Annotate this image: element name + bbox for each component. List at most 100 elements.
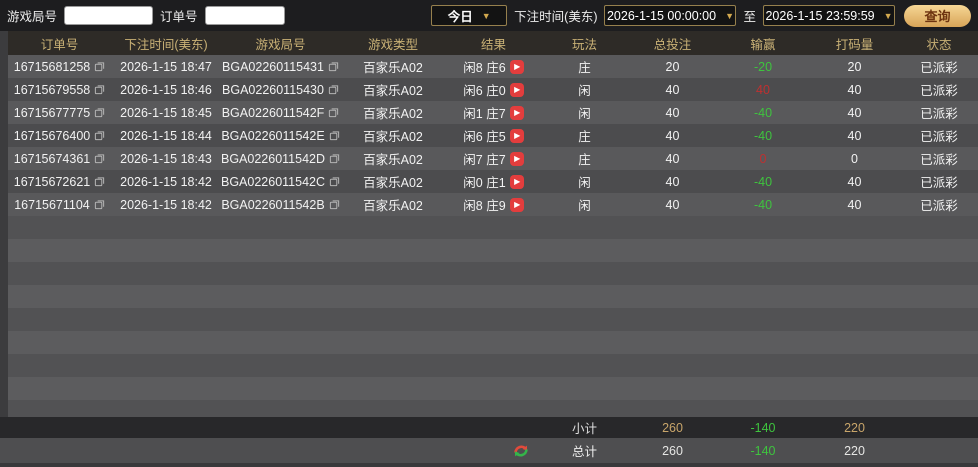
bet-time-cell: 2026-1-15 18:44 (120, 128, 212, 143)
result-cell: 闲7 庄7 ▶ (446, 149, 541, 168)
search-button[interactable]: 查询 (904, 4, 971, 27)
result-cell: 闲8 庄9 ▶ (446, 195, 541, 214)
bet-time-label: 下注时间(美东) (514, 10, 598, 24)
order-id-cell: 16715671104 (8, 198, 111, 212)
order-label: 订单号 (160, 10, 198, 24)
replay-icon[interactable]: ▶ (509, 174, 524, 189)
game-type-cell: 百家乐A02 (363, 107, 423, 121)
play-cell: 庄 (578, 130, 591, 144)
copy-icon[interactable] (329, 199, 340, 210)
table-row: 16715676400 2026-1-15 18:44 BGA0226011542E… (0, 124, 978, 147)
game-type-cell: 百家乐A02 (363, 199, 423, 213)
round-id-cell: BGA02260115431 (221, 60, 340, 74)
round-id-cell: BGA0226011542F (221, 106, 340, 120)
copy-icon[interactable] (329, 153, 340, 164)
game-type-cell: 百家乐A02 (363, 61, 423, 75)
game-round-input[interactable] (64, 6, 154, 25)
copy-icon[interactable] (94, 199, 105, 210)
copy-icon[interactable] (329, 176, 340, 187)
bet-time-cell: 2026-1-15 18:46 (120, 82, 212, 97)
result-cell: 闲6 庄5 ▶ (446, 126, 541, 145)
order-id-cell: 16715676400 (8, 129, 111, 143)
copy-icon[interactable] (94, 107, 105, 118)
turnover-cell: 40 (847, 82, 862, 97)
play-cell: 闲 (578, 107, 591, 121)
order-input[interactable] (204, 6, 285, 25)
empty-rows-area (0, 216, 978, 417)
chevron-down-icon: ▼ (725, 10, 735, 21)
header-result: 结果 (480, 37, 506, 52)
header-status: 状态 (926, 37, 952, 52)
win-loss-cell: -40 (753, 105, 773, 120)
replay-icon[interactable]: ▶ (509, 197, 524, 212)
order-id-cell: 16715672621 (8, 175, 111, 189)
bet-time-cell: 2026-1-15 18:42 (120, 197, 212, 212)
table-row: 16715677775 2026-1-15 18:45 BGA0226011542F… (0, 101, 978, 124)
start-time-select[interactable]: 2026-1-15 00:00:00 ▼ (604, 5, 737, 26)
copy-icon[interactable] (94, 130, 105, 141)
subtotal-label: 小计 (571, 422, 597, 436)
order-id-cell: 16715674361 (8, 152, 111, 166)
copy-icon[interactable] (94, 61, 105, 72)
copy-icon[interactable] (329, 130, 340, 141)
header-total-bet: 总投注 (653, 37, 692, 52)
total-bet-cell: 40 (665, 128, 680, 143)
result-cell: 闲1 庄7 ▶ (446, 103, 541, 122)
status-cell: 已派彩 (920, 84, 958, 98)
table-header: 订单号 下注时间(美东) 游戏局号 游戏类型 结果 玩法 总投注 输赢 打码量 … (0, 31, 978, 55)
game-type-cell: 百家乐A02 (363, 130, 423, 144)
subtotal-win-loss: -140 (750, 420, 776, 435)
copy-icon[interactable] (328, 61, 339, 72)
round-id-cell: BGA0226011542D (221, 152, 340, 166)
win-loss-cell: 40 (756, 82, 770, 97)
total-bet-cell: 40 (665, 82, 680, 97)
play-cell: 庄 (578, 61, 591, 75)
copy-icon[interactable] (328, 84, 339, 95)
status-cell: 已派彩 (920, 153, 958, 167)
round-id-cell: BGA02260115430 (221, 83, 340, 97)
order-id-cell: 16715681258 (8, 60, 111, 74)
total-label: 总计 (571, 445, 597, 459)
total-bet-cell: 40 (665, 151, 680, 166)
result-cell: 闲6 庄0 ▶ (446, 80, 541, 99)
play-cell: 闲 (578, 84, 591, 98)
replay-icon[interactable]: ▶ (509, 105, 524, 120)
replay-icon[interactable]: ▶ (509, 82, 524, 97)
header-game-type: 游戏类型 (367, 37, 418, 52)
date-range-select[interactable]: 今日 ▼ (431, 5, 508, 26)
round-id-cell: BGA0226011542E (221, 129, 340, 143)
total-bet-cell: 40 (665, 105, 680, 120)
replay-icon[interactable]: ▶ (509, 151, 524, 166)
copy-icon[interactable] (94, 176, 105, 187)
status-cell: 已派彩 (920, 130, 958, 144)
table-body: 16715681258 2026-1-15 18:47 BGA02260115431… (0, 55, 978, 216)
table-left-gutter (0, 31, 8, 417)
bet-time-cell: 2026-1-15 18:45 (120, 105, 212, 120)
turnover-cell: 40 (847, 128, 862, 143)
status-cell: 已派彩 (920, 199, 958, 213)
copy-icon[interactable] (94, 84, 105, 95)
date-range-value: 今日 (447, 10, 473, 24)
win-loss-cell: -20 (753, 59, 773, 74)
end-time-select[interactable]: 2026-1-15 23:59:59 ▼ (763, 5, 895, 26)
total-bet-cell: 20 (665, 59, 680, 74)
subtotal-row: 小计 260 -140 220 (0, 417, 978, 438)
game-type-cell: 百家乐A02 (363, 84, 423, 98)
win-loss-cell: -40 (753, 128, 773, 143)
order-id-cell: 16715677775 (8, 106, 111, 120)
filter-bar: 游戏局号 订单号 今日 ▼ 下注时间(美东) 2026-1-15 00:00:0… (0, 0, 978, 31)
refresh-icon[interactable] (513, 443, 529, 459)
total-total-bet: 260 (662, 443, 683, 458)
table-row: 16715679558 2026-1-15 18:46 BGA02260115430… (0, 78, 978, 101)
result-cell: 闲8 庄6 ▶ (446, 57, 541, 76)
copy-icon[interactable] (94, 153, 105, 164)
win-loss-cell: 0 (759, 151, 767, 166)
replay-icon[interactable]: ▶ (509, 59, 524, 74)
replay-icon[interactable]: ▶ (509, 128, 524, 143)
total-bet-cell: 40 (665, 174, 680, 189)
bet-time-cell: 2026-1-15 18:43 (120, 151, 212, 166)
round-id-cell: BGA0226011542B (221, 198, 340, 212)
turnover-cell: 40 (847, 197, 862, 212)
copy-icon[interactable] (328, 107, 339, 118)
subtotal-total-bet: 260 (662, 420, 683, 435)
